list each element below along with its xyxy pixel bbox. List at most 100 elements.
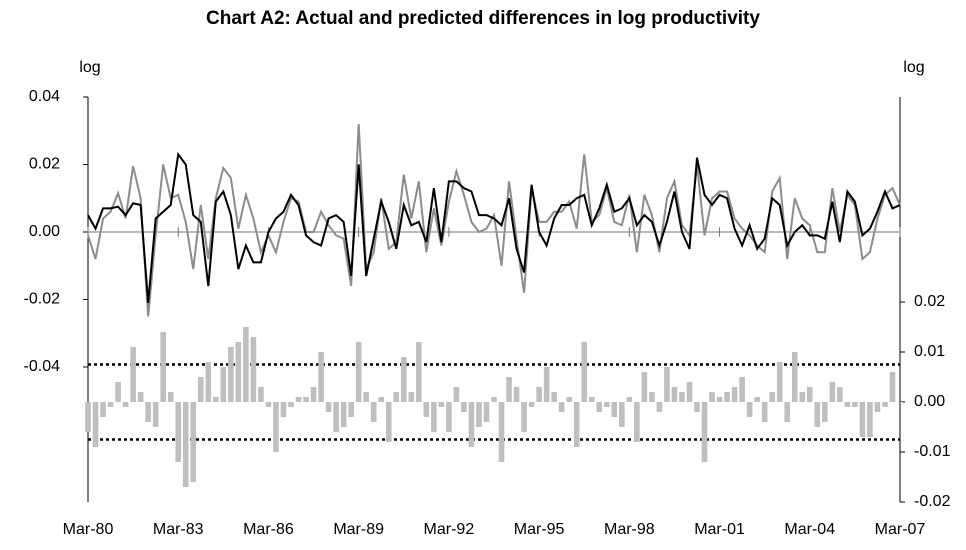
bar [656, 402, 663, 412]
bar [566, 397, 572, 402]
bar [791, 352, 798, 402]
bar [724, 392, 730, 402]
bar [746, 402, 753, 417]
bar [310, 387, 317, 402]
bar [829, 382, 836, 402]
bar [476, 402, 482, 427]
bar [340, 402, 347, 427]
bar [761, 402, 768, 422]
bar [716, 397, 723, 402]
bar [731, 387, 738, 402]
bar [92, 402, 99, 447]
y-tick-label: 0.00 [29, 223, 60, 240]
y-axis-label: log [79, 59, 100, 76]
bar [453, 387, 460, 402]
bar [318, 352, 324, 402]
y2-tick-label: -0.02 [914, 493, 951, 510]
bar [273, 402, 279, 452]
bar [303, 397, 309, 402]
bar [588, 397, 595, 402]
bar [145, 402, 151, 422]
bar [385, 402, 392, 442]
y-tick-label: 0.04 [29, 88, 60, 105]
bar [806, 387, 813, 402]
bar [175, 402, 182, 462]
y2-tick-label: 0.00 [914, 393, 945, 410]
bar [754, 397, 760, 402]
bar [408, 392, 415, 402]
bar [160, 332, 166, 402]
bar [701, 402, 708, 462]
line [87, 151, 901, 303]
bar [288, 402, 294, 407]
bar [822, 402, 828, 422]
x-tick-label: Mar-07 [875, 521, 926, 538]
bar [468, 402, 475, 447]
bar [197, 377, 204, 402]
x-tick-label: Mar-04 [784, 521, 835, 538]
x-tick-label: Mar-92 [424, 521, 475, 538]
bar [513, 387, 520, 402]
x-tick-label: Mar-89 [333, 521, 384, 538]
y2-tick-label: -0.01 [914, 443, 951, 460]
bar [603, 402, 610, 407]
bar [679, 392, 685, 402]
bar [325, 402, 332, 412]
bar [686, 382, 693, 402]
bar [348, 402, 354, 417]
bar [483, 402, 490, 422]
bar [551, 392, 557, 402]
bar [739, 377, 745, 402]
bar [521, 402, 527, 432]
bar [213, 397, 219, 402]
bar [235, 342, 242, 402]
bar [190, 402, 197, 482]
bar [709, 392, 715, 402]
y2-axis-label: log [903, 59, 924, 76]
bar [423, 402, 430, 417]
bar [400, 357, 407, 402]
bar [581, 342, 588, 402]
bar [619, 402, 625, 427]
bar [837, 387, 843, 402]
y-tick-label: 0.02 [29, 156, 60, 173]
bar [498, 402, 505, 462]
bar [85, 402, 91, 432]
bar [897, 402, 903, 403]
bar [852, 402, 858, 407]
bar [844, 402, 851, 407]
bar [130, 347, 136, 402]
bar [333, 402, 339, 432]
bar [649, 392, 655, 402]
x-tick-label: Mar-98 [604, 521, 655, 538]
bar [295, 397, 302, 402]
bar [258, 387, 264, 402]
bar [137, 392, 144, 402]
chart-title: Chart A2: Actual and predicted differenc… [206, 8, 760, 29]
bar [461, 402, 467, 412]
bar [152, 402, 159, 427]
y-tick-label: -0.04 [24, 358, 61, 375]
bar [664, 367, 670, 402]
line [87, 123, 901, 317]
bar [799, 392, 806, 402]
bar [558, 402, 565, 412]
bar [641, 372, 648, 402]
bar [107, 402, 114, 407]
y2-tick-label: 0.01 [914, 343, 945, 360]
bar [363, 392, 369, 402]
bar [182, 402, 189, 487]
bar [416, 342, 422, 402]
bar [506, 377, 512, 402]
bar [205, 362, 212, 402]
bar [355, 342, 362, 402]
bar [611, 402, 618, 417]
bar [115, 382, 121, 402]
bar [265, 402, 272, 407]
y-tick-label: -0.02 [24, 291, 61, 308]
bar [889, 372, 896, 402]
bar [694, 402, 700, 412]
bar [882, 402, 888, 407]
x-tick-label: Mar-80 [63, 521, 114, 538]
